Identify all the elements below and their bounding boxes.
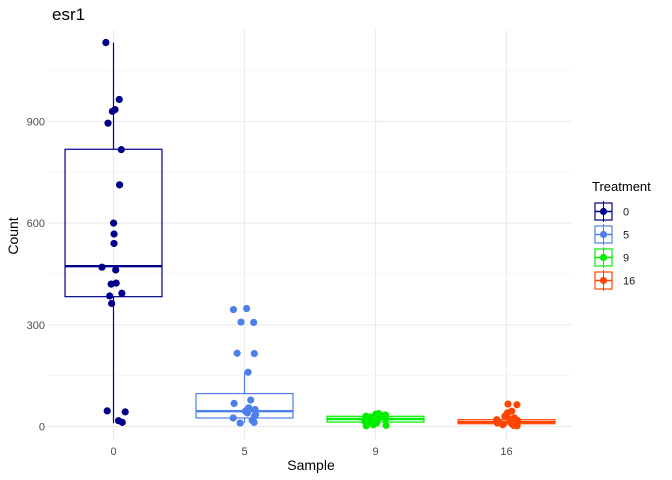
data-point xyxy=(110,230,118,238)
data-point xyxy=(112,266,120,274)
x-axis-title: Sample xyxy=(287,457,335,473)
data-point xyxy=(250,349,258,358)
legend-key-16 xyxy=(594,270,613,291)
data-point xyxy=(107,280,115,288)
data-point xyxy=(109,219,118,227)
legend-label: 16 xyxy=(623,276,635,288)
plot-marks xyxy=(64,38,556,430)
y-tick-label: 0 xyxy=(39,421,45,433)
data-point xyxy=(121,408,129,416)
y-axis-title: Count xyxy=(5,217,21,254)
data-point xyxy=(117,146,125,154)
data-point xyxy=(382,421,390,430)
data-point xyxy=(115,181,124,189)
data-point xyxy=(250,418,258,426)
data-point xyxy=(513,422,521,430)
x-axis-ticks: 0 5 9 16 xyxy=(110,446,512,458)
y-tick-label: 900 xyxy=(27,116,45,128)
legend-title: Treatment xyxy=(592,179,651,194)
x-tick-label: 16 xyxy=(500,446,512,458)
box xyxy=(195,392,294,419)
data-point xyxy=(118,289,126,297)
data-point xyxy=(233,349,241,357)
data-point xyxy=(362,422,370,430)
legend-key-9 xyxy=(594,247,613,268)
box-group-5 xyxy=(195,304,294,427)
box xyxy=(64,148,163,298)
data-point xyxy=(106,292,114,300)
legend-key-point xyxy=(599,207,608,216)
legend-key-5 xyxy=(594,224,613,245)
legend: Treatment 0 5 9 16 xyxy=(592,179,651,291)
data-point xyxy=(513,401,521,409)
x-tick-label: 5 xyxy=(241,446,247,458)
data-point xyxy=(230,399,238,408)
legend-key-point xyxy=(599,253,608,262)
data-point xyxy=(102,38,110,47)
data-point xyxy=(501,412,509,420)
data-point xyxy=(118,418,126,426)
box-group-9 xyxy=(326,409,425,430)
data-point xyxy=(244,368,252,376)
data-point xyxy=(369,421,377,429)
data-point xyxy=(250,318,258,327)
data-point xyxy=(115,95,123,104)
data-point xyxy=(229,414,237,422)
data-point xyxy=(108,107,117,115)
data-point xyxy=(103,407,111,415)
data-point xyxy=(98,263,106,271)
box-group-16 xyxy=(457,400,556,430)
chart-title: esr1 xyxy=(52,5,85,24)
y-tick-label: 600 xyxy=(27,218,45,230)
data-point xyxy=(104,119,112,127)
data-point xyxy=(110,239,118,248)
y-tick-label: 300 xyxy=(27,320,45,332)
box-group-0 xyxy=(64,38,163,426)
data-point xyxy=(504,400,512,408)
data-point xyxy=(381,415,390,423)
x-tick-label: 0 xyxy=(110,446,116,458)
data-point xyxy=(243,409,251,417)
legend-label: 9 xyxy=(623,253,629,265)
legend-label: 0 xyxy=(623,207,629,219)
legend-label: 5 xyxy=(623,230,629,242)
legend-key-point xyxy=(599,276,608,285)
data-point xyxy=(237,318,245,326)
data-point xyxy=(229,305,238,314)
data-point xyxy=(247,396,255,404)
legend-key-point xyxy=(599,230,608,239)
data-point xyxy=(243,304,251,313)
legend-key-0 xyxy=(594,201,613,222)
y-axis-ticks: 0 300 600 900 xyxy=(27,116,45,433)
data-point xyxy=(108,299,116,308)
data-point xyxy=(499,421,507,429)
data-point xyxy=(236,419,244,427)
x-tick-label: 9 xyxy=(372,446,378,458)
